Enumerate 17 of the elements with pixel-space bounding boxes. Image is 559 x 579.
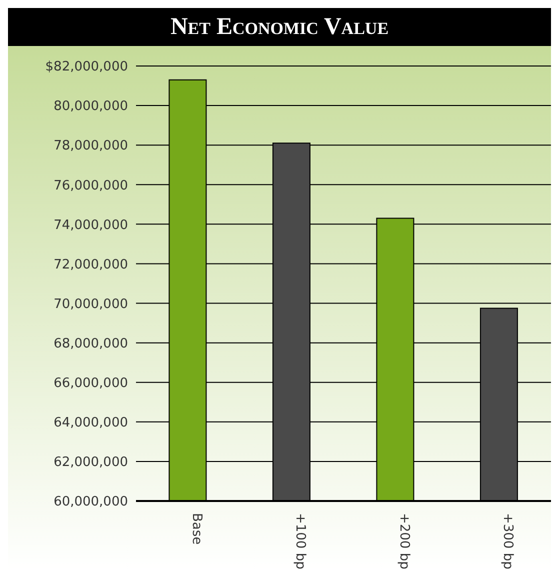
x-tick-label: Base (188, 513, 204, 545)
y-tick-label: 70,000,000 (54, 296, 128, 312)
y-tick-label: 68,000,000 (54, 336, 128, 352)
y-tick-label: 78,000,000 (54, 138, 128, 154)
chart-title: Net Economic Value (8, 8, 551, 46)
y-tick-label: 66,000,000 (54, 376, 128, 391)
x-tick-label: +200 bp (396, 513, 412, 570)
y-tick-label: $82,000,000 (45, 60, 128, 75)
y-tick-label: 72,000,000 (54, 257, 128, 272)
y-tick-label: 74,000,000 (54, 218, 128, 233)
x-tick-label: +300 bp (500, 513, 516, 570)
y-tick-label: 62,000,000 (54, 455, 128, 470)
y-tick-label: 76,000,000 (54, 178, 128, 194)
y-tick-label: 60,000,000 (54, 494, 128, 510)
x-tick-label: +100 bp (292, 513, 308, 570)
y-tick-label: 80,000,000 (54, 99, 128, 114)
y-tick-label: 64,000,000 (54, 416, 128, 431)
